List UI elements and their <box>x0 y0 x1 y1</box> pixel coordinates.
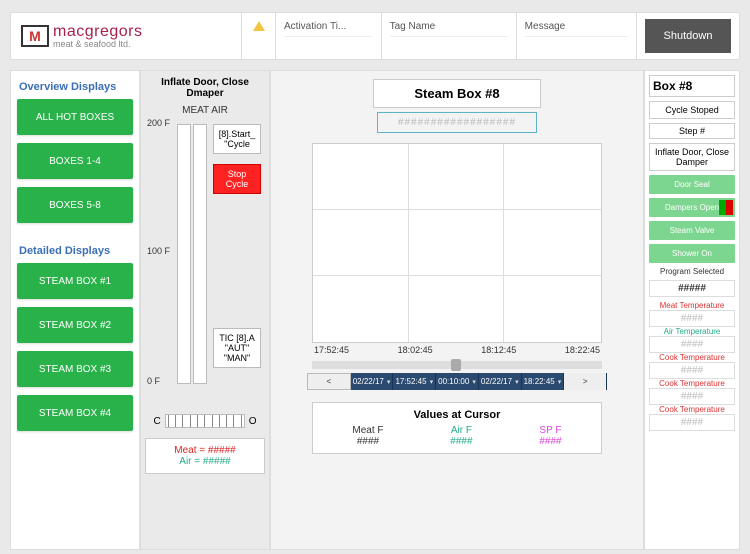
timebar-prev[interactable]: < <box>307 373 351 390</box>
bar-air <box>193 124 207 384</box>
alarm-col-tag: Tag Name <box>390 17 508 37</box>
temp-value-3: #### <box>649 388 735 405</box>
vcol-air-v: #### <box>450 436 472 447</box>
hash-bar: ################## <box>377 112 537 133</box>
xtick-1: 18:02:45 <box>398 345 433 355</box>
stop-cycle-button[interactable]: Stop Cycle <box>213 164 261 194</box>
xtick-3: 18:22:45 <box>565 345 600 355</box>
main-title: Steam Box #8 <box>373 79 540 108</box>
alarm-table: Activation Ti... Tag Name Message <box>241 13 637 59</box>
axis-max: 200 F <box>147 118 170 128</box>
brand-main: macgregors <box>53 24 142 40</box>
left-nav: Overview Displays ALL HOT BOXES BOXES 1-… <box>10 70 140 550</box>
axis-min: 0 F <box>147 376 160 386</box>
readouts: Meat = ##### Air = ##### <box>145 438 265 474</box>
gauge-panel: Inflate Door, Close Dmaper MEAT AIR 200 … <box>140 70 270 550</box>
vcol-meat-h: Meat F <box>352 425 383 436</box>
temp-label-0: Meat Temperature <box>649 301 735 310</box>
chart-xticks: 17:52:45 18:02:45 18:12:45 18:22:45 <box>312 345 602 355</box>
axis-mid: 100 F <box>147 246 170 256</box>
gauge-title: Inflate Door, Close Dmaper <box>145 77 265 99</box>
temp-label-3: Cook Temperature <box>649 379 735 388</box>
alarm-col-message: Message <box>525 17 628 37</box>
time-bar[interactable]: < 02/22/17▾ 17:52:45▾ 00:10:00▾ 02/22/17… <box>307 373 607 390</box>
step-value: Inflate Door, Close Damper <box>649 143 735 171</box>
steam-valve-button[interactable]: Steam Valve <box>649 221 735 240</box>
trend-chart[interactable] <box>312 143 602 343</box>
temp-value-0: #### <box>649 310 735 327</box>
cycle-status: Cycle Stoped <box>649 101 735 119</box>
nav-steam-box-1[interactable]: STEAM BOX #1 <box>17 263 133 299</box>
program-selected-label: Program Selected <box>649 267 735 276</box>
warning-icon <box>253 21 265 31</box>
temp-value-4: #### <box>649 414 735 431</box>
time-slider[interactable] <box>312 361 602 369</box>
temp-label-1: Air Temperature <box>649 327 735 336</box>
bar-meat <box>177 124 191 384</box>
tic-mode-button[interactable]: TIC [8].A "AUT" "MAN" <box>213 328 261 368</box>
shutdown-button[interactable]: Shutdown <box>645 19 731 53</box>
program-selected-value: ##### <box>649 280 735 297</box>
gauge-bars-label: MEAT AIR <box>145 105 265 116</box>
xtick-0: 17:52:45 <box>314 345 349 355</box>
nav-boxes-1-4[interactable]: BOXES 1-4 <box>17 143 133 179</box>
brand-logo: M macgregors meat & seafood ltd. <box>11 24 241 49</box>
temp-label-2: Cook Temperature <box>649 353 735 362</box>
vcol-air-h: Air F <box>450 425 472 436</box>
timebar-span[interactable]: 00:10:00▾ <box>436 373 479 390</box>
nav-all-hot-boxes[interactable]: ALL HOT BOXES <box>17 99 133 135</box>
detailed-header: Detailed Displays <box>19 245 133 257</box>
start-cycle-button[interactable]: [8].Start_ "Cycle <box>213 124 261 154</box>
timebar-time-start[interactable]: 17:52:45▾ <box>393 373 436 390</box>
step-header: Step # <box>649 123 735 139</box>
hgauge-left: C <box>153 416 160 427</box>
overview-header: Overview Displays <box>19 81 133 93</box>
timebar-date-start[interactable]: 02/22/17▾ <box>351 373 394 390</box>
timebar-next[interactable]: > <box>564 373 607 390</box>
horizontal-gauge: C O <box>145 414 265 428</box>
hgauge-right: O <box>249 416 257 427</box>
logo-icon: M <box>21 25 49 47</box>
timebar-time-end[interactable]: 18:22:45▾ <box>522 373 565 390</box>
top-bar: M macgregors meat & seafood ltd. Activat… <box>10 12 740 60</box>
timebar-date-end[interactable]: 02/22/17▾ <box>479 373 522 390</box>
temp-value-2: #### <box>649 362 735 379</box>
door-seal-button[interactable]: Door Seal <box>649 175 735 194</box>
readout-meat: Meat = ##### <box>152 445 258 456</box>
hgauge-track[interactable] <box>165 414 245 428</box>
alarm-col-activation: Activation Ti... <box>284 17 373 37</box>
temp-value-1: #### <box>649 336 735 353</box>
nav-boxes-5-8[interactable]: BOXES 5-8 <box>17 187 133 223</box>
vcol-sp-v: #### <box>539 436 561 447</box>
values-at-cursor: Values at Cursor Meat F#### Air F#### SP… <box>312 402 602 454</box>
vertical-bars <box>177 124 207 384</box>
nav-steam-box-2[interactable]: STEAM BOX #2 <box>17 307 133 343</box>
shower-on-button[interactable]: Shower On <box>649 244 735 263</box>
values-title: Values at Cursor <box>319 409 595 421</box>
xtick-2: 18:12:45 <box>481 345 516 355</box>
main-panel: Steam Box #8 ################## 17:52:45… <box>270 70 644 550</box>
readout-air: Air = ##### <box>152 456 258 467</box>
vcol-sp-h: SP F <box>539 425 561 436</box>
dampers-open-button[interactable]: Dampers Open <box>649 198 735 217</box>
brand-sub: meat & seafood ltd. <box>53 40 142 49</box>
right-panel: Box #8 Cycle Stoped Step # Inflate Door,… <box>644 70 740 550</box>
nav-steam-box-3[interactable]: STEAM BOX #3 <box>17 351 133 387</box>
nav-steam-box-4[interactable]: STEAM BOX #4 <box>17 395 133 431</box>
temp-label-4: Cook Temperature <box>649 405 735 414</box>
right-title: Box #8 <box>649 75 735 97</box>
vcol-meat-v: #### <box>352 436 383 447</box>
